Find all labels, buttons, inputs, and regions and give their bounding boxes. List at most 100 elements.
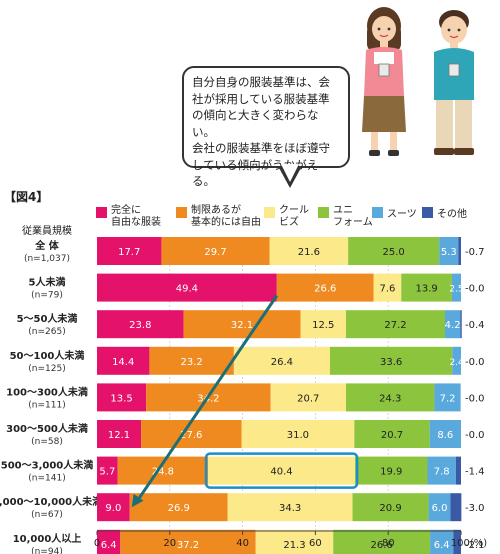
data-label: 20.7 — [381, 430, 403, 441]
bar-segment — [300, 310, 346, 339]
legend-swatch — [176, 207, 187, 218]
bar-segment — [97, 237, 162, 265]
data-label: 24.8 — [152, 467, 174, 478]
data-label: 25.0 — [383, 247, 405, 258]
x-tick-label: 20 — [163, 538, 176, 549]
woman-illustration — [362, 7, 406, 156]
category-label: 100～300人未満 — [6, 385, 88, 398]
data-label: 32.1 — [231, 320, 253, 331]
data-label-other: -2.1 — [465, 540, 485, 551]
data-label: 40.4 — [270, 467, 292, 478]
bar-segment — [345, 383, 435, 412]
data-label-other: -0.0 — [465, 284, 485, 295]
data-label: 13.5 — [110, 393, 132, 404]
data-label-other: -0.0 — [465, 393, 485, 404]
data-label: 13.9 — [415, 284, 437, 295]
legend-swatch — [422, 207, 433, 218]
category-label: 5人未満 — [29, 276, 66, 289]
legend-label: その他 — [437, 207, 467, 220]
category-label: 3,000～10,000人未満 — [0, 495, 102, 508]
bar-segment — [97, 420, 142, 448]
data-label: 17.7 — [118, 247, 140, 258]
bar-segment — [450, 493, 462, 522]
category-n-label: (n=265) — [28, 327, 65, 337]
data-label: 29.7 — [204, 247, 226, 258]
bar-segment — [161, 237, 270, 265]
data-label: 6.0 — [432, 503, 448, 514]
bar-segment — [355, 456, 428, 485]
figure-label: 【図4】 — [4, 190, 49, 204]
data-label: 31.0 — [287, 430, 309, 441]
legend-label: 基本的には自由 — [191, 215, 261, 228]
data-label: 33.6 — [380, 357, 402, 368]
bar-segment — [233, 346, 330, 375]
data-label: 2.5 — [449, 285, 463, 295]
bar-segment — [354, 420, 430, 448]
data-label: 37.2 — [177, 540, 199, 551]
data-label: 26.9 — [168, 503, 190, 514]
bar-segment — [149, 346, 234, 375]
bar-segment — [348, 237, 440, 265]
data-label-other: -0.4 — [465, 320, 485, 331]
data-label: 21.3 — [283, 540, 305, 551]
data-label: 5.7 — [99, 467, 115, 478]
data-label: 5.3 — [441, 247, 457, 258]
data-label: 7.2 — [440, 393, 456, 404]
bar-segment — [428, 493, 451, 522]
bar-segment — [373, 273, 402, 302]
bar-segment — [269, 237, 349, 265]
trend-arrow-line — [136, 294, 279, 502]
bar-segment — [444, 310, 461, 339]
category-label: 300～500人未満 — [6, 422, 88, 435]
data-label: 21.6 — [298, 247, 320, 258]
callout-text: 自分自身の服装基準は、会 社が採用している服装基準 の傾向と大きく変わらない。 … — [192, 75, 330, 188]
legend-label: 自由な服装 — [111, 215, 161, 228]
data-label-other: -0.0 — [465, 430, 485, 441]
data-label: 4.2 — [445, 320, 461, 331]
bar-segment — [120, 529, 256, 554]
x-tick-label: 100(%) — [451, 538, 487, 549]
bar-segment — [97, 529, 121, 554]
bar-segment — [460, 310, 462, 339]
data-label: 2.4 — [449, 358, 464, 368]
data-label: 20.9 — [379, 503, 401, 514]
callout-tail — [278, 164, 302, 188]
data-label: 19.9 — [380, 467, 402, 478]
bar-segment — [255, 529, 334, 554]
category-label: 10,000人以上 — [13, 532, 82, 545]
x-tick-label: 80 — [382, 538, 395, 549]
bar-segment — [227, 493, 353, 522]
legend-swatch — [318, 207, 329, 218]
bar-segment — [208, 456, 356, 485]
bar-segment — [97, 273, 277, 302]
data-label: 23.2 — [181, 357, 203, 368]
category-label: 5～50人未満 — [17, 312, 78, 325]
bar-segment — [429, 420, 461, 448]
category-header: 従業員規模 — [22, 224, 72, 237]
bar-segment — [439, 237, 459, 265]
data-label: 27.6 — [180, 430, 202, 441]
bar-segment — [401, 273, 452, 302]
data-label: 26.4 — [271, 357, 293, 368]
trend-arrow-head — [131, 493, 144, 508]
legend-label: 制限あるが — [191, 203, 241, 216]
bar-segment — [97, 346, 150, 375]
bar-segment — [276, 273, 374, 302]
man-illustration — [434, 10, 474, 155]
category-n-label: (n=67) — [31, 510, 63, 520]
bar-segment — [452, 346, 461, 375]
x-tick-label: 0 — [94, 538, 100, 549]
legend-label: 完全に — [111, 203, 141, 216]
bar-segment — [141, 420, 242, 448]
bar-segment — [352, 493, 429, 522]
highlight-box — [204, 452, 359, 489]
data-label-other: -0.0 — [465, 357, 485, 368]
legend-label: クール — [279, 204, 309, 216]
bar-segment — [97, 310, 184, 339]
legend-label: ビズ — [279, 215, 299, 228]
x-tick-label: 60 — [309, 538, 322, 549]
data-label: 6.4 — [434, 540, 450, 551]
data-label: 26.6 — [371, 540, 393, 551]
category-n-label: (n=111) — [28, 400, 65, 410]
